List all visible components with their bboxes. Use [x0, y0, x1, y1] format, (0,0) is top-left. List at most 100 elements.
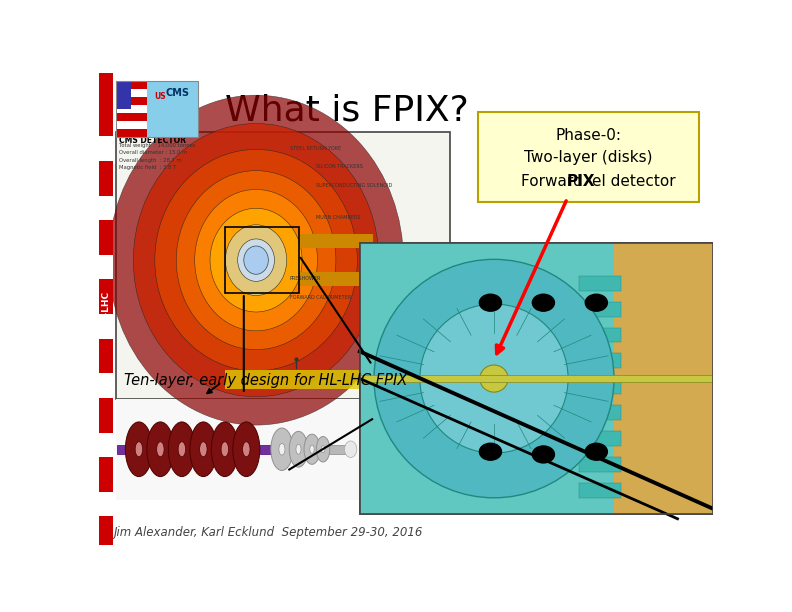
Ellipse shape [322, 446, 325, 453]
Text: CMS: CMS [166, 88, 190, 98]
Ellipse shape [279, 444, 285, 455]
Text: Jim Alexander, Karl Ecklund  September 29-30, 2016: Jim Alexander, Karl Ecklund September 29… [114, 526, 424, 539]
Ellipse shape [345, 441, 356, 458]
Ellipse shape [210, 208, 302, 312]
FancyBboxPatch shape [478, 112, 699, 202]
Circle shape [479, 294, 501, 311]
Text: el detector: el detector [592, 174, 676, 188]
Circle shape [532, 294, 554, 311]
Bar [360, 243, 614, 514]
Bar [99, 492, 112, 517]
Bar [99, 314, 112, 338]
Text: Magnetic field  : 3.8 T: Magnetic field : 3.8 T [119, 165, 176, 170]
Circle shape [532, 446, 554, 463]
Ellipse shape [242, 442, 250, 457]
Bar [99, 136, 112, 161]
Bar [117, 444, 280, 454]
Bar [99, 73, 112, 545]
Ellipse shape [244, 246, 268, 274]
Bar [579, 405, 621, 420]
Ellipse shape [310, 445, 314, 453]
Ellipse shape [125, 422, 152, 477]
Bar [579, 353, 621, 368]
Bar [226, 227, 299, 293]
Bar [579, 379, 621, 394]
Bar [360, 375, 713, 382]
Ellipse shape [177, 171, 336, 349]
Ellipse shape [178, 442, 185, 457]
Bar [147, 81, 199, 137]
Bar [99, 255, 112, 280]
Text: US: US [154, 92, 166, 101]
Ellipse shape [296, 444, 301, 454]
Bar [116, 89, 147, 97]
Text: Phase-0:: Phase-0: [555, 129, 622, 143]
Circle shape [585, 294, 607, 311]
Bar [116, 113, 147, 121]
Text: Two-layer (disks): Two-layer (disks) [524, 151, 653, 165]
FancyBboxPatch shape [226, 370, 360, 389]
Ellipse shape [211, 422, 238, 477]
Ellipse shape [154, 149, 357, 371]
Bar [116, 105, 147, 113]
Text: SUPERCONDUCTING SOLENOID: SUPERCONDUCTING SOLENOID [316, 183, 393, 188]
Ellipse shape [135, 442, 143, 457]
Text: PRESHOWER: PRESHOWER [290, 276, 321, 282]
Circle shape [479, 443, 501, 460]
Bar [99, 373, 112, 398]
Bar [579, 302, 621, 316]
Bar [116, 129, 147, 137]
Ellipse shape [233, 422, 260, 477]
Ellipse shape [374, 259, 614, 498]
Text: Forward: Forward [521, 174, 588, 188]
Ellipse shape [304, 434, 320, 465]
Bar [579, 431, 621, 446]
Ellipse shape [480, 365, 508, 392]
Text: MUON CHAMBERS: MUON CHAMBERS [316, 215, 361, 220]
Text: Ten-layer, early design for HL-LHC FPIX: Ten-layer, early design for HL-LHC FPIX [124, 373, 407, 387]
Ellipse shape [157, 442, 164, 457]
Ellipse shape [316, 436, 329, 462]
Ellipse shape [271, 428, 293, 471]
Ellipse shape [221, 442, 229, 457]
Text: CMS DETECTOR: CMS DETECTOR [119, 136, 185, 145]
Bar [99, 433, 112, 457]
Bar [116, 81, 131, 109]
Text: HL-LHC: HL-LHC [101, 291, 110, 327]
Ellipse shape [109, 95, 403, 425]
Circle shape [585, 443, 607, 460]
Bar [116, 398, 361, 500]
Bar [116, 97, 147, 105]
Ellipse shape [420, 304, 568, 453]
Bar [579, 457, 621, 472]
Bar [116, 81, 147, 89]
Bar [360, 243, 713, 514]
Bar [360, 243, 713, 514]
Text: FORWARD CALORIMETER: FORWARD CALORIMETER [290, 295, 351, 300]
Text: Overall diameter : 15.0 m: Overall diameter : 15.0 m [119, 151, 187, 155]
Bar [280, 444, 351, 454]
Ellipse shape [195, 190, 318, 331]
Text: PIX: PIX [567, 174, 596, 188]
Text: What is FPIX?: What is FPIX? [225, 93, 469, 127]
Bar [579, 483, 621, 498]
Text: Total weight  : 14,000 tonnes: Total weight : 14,000 tonnes [119, 143, 196, 147]
Ellipse shape [200, 442, 207, 457]
Ellipse shape [147, 422, 174, 477]
Ellipse shape [133, 124, 379, 397]
Text: STEEL RETURN YOKE: STEEL RETURN YOKE [290, 146, 341, 151]
Ellipse shape [226, 225, 287, 296]
Ellipse shape [289, 431, 308, 467]
Bar [116, 132, 450, 398]
FancyBboxPatch shape [299, 234, 373, 248]
Ellipse shape [238, 239, 275, 282]
Bar [99, 196, 112, 220]
Text: SILICON TRACKERS: SILICON TRACKERS [316, 165, 364, 170]
FancyBboxPatch shape [299, 272, 373, 286]
Bar [579, 276, 621, 291]
Bar [614, 243, 713, 514]
Bar [116, 81, 199, 137]
Text: Overall length  : 28.7 m: Overall length : 28.7 m [119, 158, 181, 163]
Ellipse shape [190, 422, 217, 477]
Bar [579, 327, 621, 343]
